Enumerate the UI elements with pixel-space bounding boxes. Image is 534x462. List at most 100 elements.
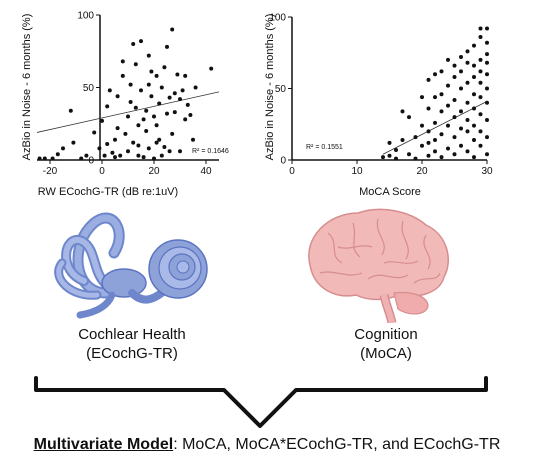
data-point <box>172 110 177 115</box>
data-point <box>131 140 136 145</box>
data-point <box>400 109 405 114</box>
data-point <box>131 42 136 46</box>
data-point <box>452 135 457 140</box>
data-point <box>478 57 483 62</box>
data-point <box>162 144 167 149</box>
data-point <box>485 100 489 105</box>
data-point <box>485 117 489 122</box>
caption-line-2: (ECochG-TR) <box>86 345 178 362</box>
data-point <box>50 156 55 161</box>
data-point <box>170 131 175 136</box>
data-point <box>154 73 159 78</box>
data-point <box>459 86 463 91</box>
data-point <box>426 77 431 82</box>
data-point <box>413 156 418 161</box>
x-axis-label: RW ECochG-TR (dB re:1uV) <box>38 186 178 198</box>
data-point <box>439 69 444 74</box>
data-point <box>485 60 489 65</box>
r2-label: R² = 0.1551 <box>306 144 343 151</box>
data-point <box>465 49 470 54</box>
data-point <box>185 102 190 107</box>
data-point <box>149 94 154 99</box>
data-point <box>71 140 76 145</box>
data-point <box>123 131 128 136</box>
data-point <box>152 156 156 161</box>
data-point <box>426 129 431 134</box>
x-tick-label: 10 <box>351 166 363 177</box>
y-tick-label: 0 <box>280 156 286 167</box>
data-point <box>485 135 489 140</box>
data-point <box>146 53 151 58</box>
data-point <box>485 26 489 31</box>
data-point <box>193 85 198 90</box>
data-point <box>136 143 141 148</box>
y-tick-label: 100 <box>77 11 94 22</box>
data-point <box>188 113 193 118</box>
y-tick-label: 100 <box>269 13 286 24</box>
data-point <box>387 140 392 145</box>
scatter-chart-moca: 0 10 20 30 0 50 100 R² = 0.1551 AzBio in Noise… <box>264 13 493 199</box>
data-point <box>84 153 89 158</box>
multivariate-model-title: Multivariate Model <box>33 436 174 453</box>
caption-line-1: Cognition <box>354 326 418 343</box>
data-point <box>433 120 437 125</box>
data-point <box>183 73 188 78</box>
multivariate-model-text: Multivariate Model: MoCA, MoCA*ECochG-TR… <box>0 436 534 454</box>
data-point <box>426 106 431 111</box>
data-point <box>79 156 84 161</box>
data-point <box>459 69 463 74</box>
data-point <box>139 39 143 44</box>
data-point <box>37 156 42 161</box>
data-point <box>407 152 411 157</box>
data-point <box>92 130 97 135</box>
data-point <box>128 82 133 87</box>
data-point <box>485 72 489 77</box>
data-point <box>42 156 47 161</box>
x-tick-label: 30 <box>481 166 493 177</box>
data-point <box>459 109 463 114</box>
data-point <box>209 66 214 71</box>
data-point <box>433 95 437 100</box>
data-point <box>478 143 483 148</box>
data-point <box>157 101 162 106</box>
data-point <box>472 155 476 160</box>
data-point <box>105 104 110 109</box>
data-point <box>478 80 483 85</box>
trend-line <box>382 101 488 155</box>
data-point <box>459 143 463 148</box>
data-point <box>472 63 476 68</box>
data-point <box>400 137 405 142</box>
data-point <box>472 123 476 128</box>
data-point <box>178 149 182 154</box>
data-point <box>165 44 169 49</box>
data-point <box>68 108 73 113</box>
data-point <box>426 140 431 145</box>
data-point <box>485 40 489 45</box>
data-point <box>478 112 483 117</box>
left-plot-area: -20 0 20 40 0 50 100 R² = 0.1646 <box>36 11 229 177</box>
data-point <box>159 153 164 158</box>
data-point <box>136 153 141 158</box>
data-point <box>452 115 457 120</box>
caption-line-2: (MoCA) <box>360 345 412 362</box>
data-point <box>465 100 470 105</box>
data-point <box>439 109 444 114</box>
data-point <box>381 155 385 160</box>
data-point <box>452 63 457 68</box>
y-tick-label: 50 <box>83 83 95 94</box>
data-point <box>107 88 112 93</box>
data-point <box>115 94 120 99</box>
data-point <box>446 123 450 128</box>
data-point <box>394 156 398 161</box>
x-tick-label: 20 <box>148 166 160 177</box>
data-point <box>120 73 125 78</box>
x-tick-label: -20 <box>43 166 58 177</box>
data-point <box>459 55 463 60</box>
data-point <box>485 152 489 157</box>
data-point <box>459 126 463 131</box>
data-point <box>120 59 125 64</box>
data-point <box>426 153 431 158</box>
x-axis-label: MoCA Score <box>359 186 421 198</box>
brain-illustration <box>308 208 449 323</box>
data-point <box>128 100 133 104</box>
